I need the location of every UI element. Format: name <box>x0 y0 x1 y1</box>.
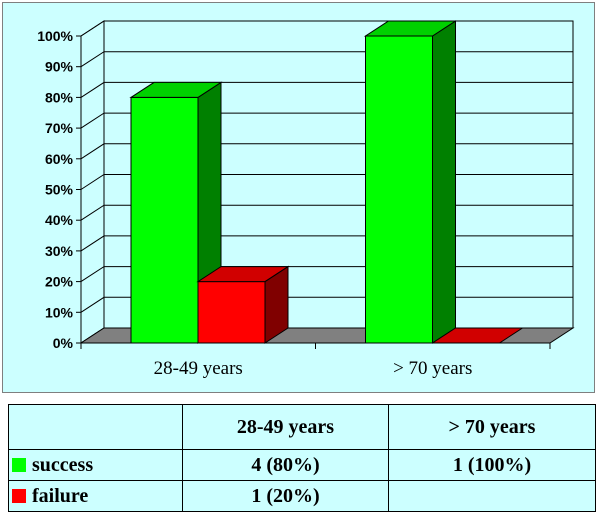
table-cell-failure-28-49: 1 (20%) <box>182 480 389 512</box>
table-header-row: 28-49 years > 70 years <box>8 404 596 450</box>
y-tick-label: 40% <box>45 212 74 228</box>
x-category-label: > 70 years <box>393 358 472 379</box>
chart-panel: 0% 10% 20% 30% 40% 50% 60% 70% 80% 90% 100% 28-49 y… <box>2 2 595 393</box>
y-tick-label: 100% <box>37 28 73 44</box>
y-tick-label: 90% <box>45 59 74 75</box>
y-tick-label: 70% <box>45 120 74 136</box>
failure-bar-top <box>196 266 290 283</box>
failure-bar-front <box>197 281 266 344</box>
success-label: success <box>32 453 94 476</box>
table-header-28-49: 28-49 years <box>182 404 389 450</box>
table-cell-success-28-49: 4 (80%) <box>182 449 389 481</box>
table-header-over-70: > 70 years <box>388 404 596 450</box>
y-tick-label: 50% <box>45 182 74 198</box>
table-row-label-success: success <box>8 449 183 481</box>
failure-bar-top <box>430 327 525 344</box>
success-bar-top <box>363 20 458 37</box>
y-tick-label: 20% <box>45 274 74 290</box>
table-header-corner <box>8 404 183 450</box>
failure-legend-swatch <box>12 488 26 503</box>
table-cell-success-over-70: 1 (100%) <box>388 449 596 481</box>
table-row-success: success 4 (80%) 1 (100%) <box>8 449 596 481</box>
y-tick-label: 0% <box>53 335 74 351</box>
data-table: 28-49 years > 70 years success 4 (80%) 1… <box>8 404 596 512</box>
x-category-label: 28-49 years <box>154 358 243 379</box>
y-tick-label: 60% <box>45 151 74 167</box>
success-bar-front <box>130 96 199 344</box>
table-row-failure: failure 1 (20%) <box>8 480 596 512</box>
success-legend-swatch <box>12 457 26 472</box>
y-tick-label: 10% <box>45 304 74 320</box>
y-tick-label: 80% <box>45 89 74 105</box>
failure-label: failure <box>32 484 89 507</box>
success-bar-front <box>365 35 433 344</box>
table-row-label-failure: failure <box>8 480 183 512</box>
table-cell-failure-over-70 <box>388 480 596 512</box>
bar-chart: 0% 10% 20% 30% 40% 50% 60% 70% 80% 90% 100% 28-49 y… <box>37 20 575 379</box>
y-tick-label: 30% <box>45 243 74 259</box>
success-bar-top <box>129 81 223 98</box>
success-bar-side <box>432 20 456 344</box>
